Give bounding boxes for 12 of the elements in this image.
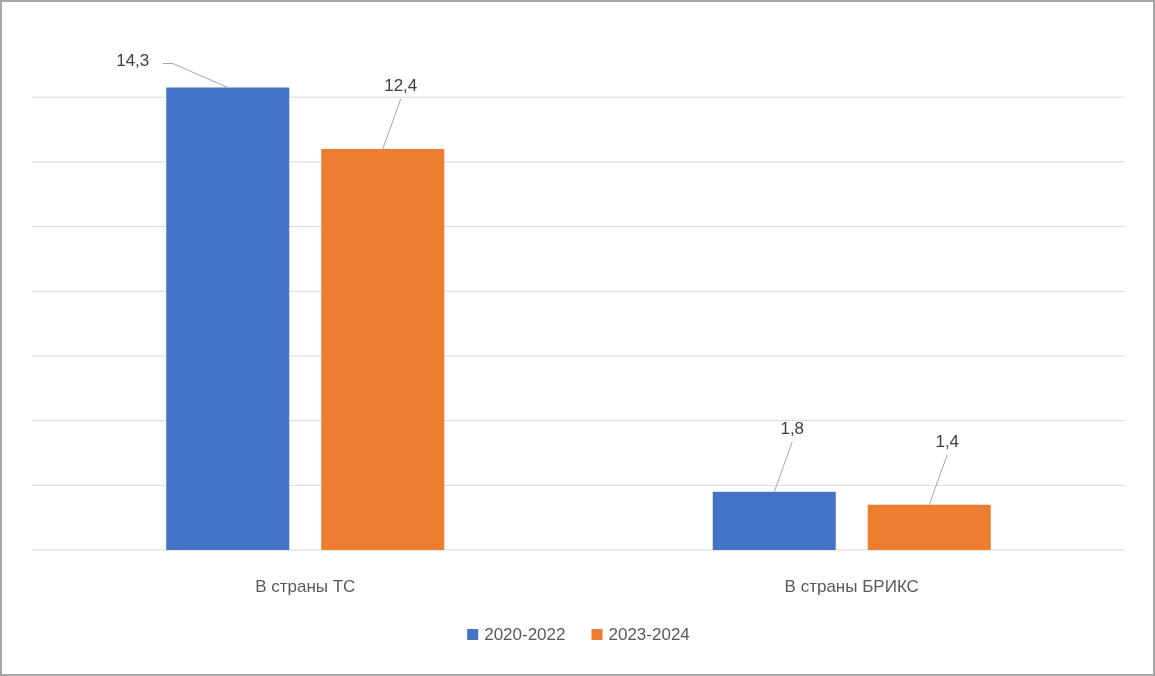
x-tick-label: В страны БРИКС	[784, 577, 919, 596]
legend-label: 2020-2022	[484, 625, 566, 644]
bar	[712, 491, 836, 550]
data-label: 1,8	[780, 418, 805, 438]
data-label: 1,4	[935, 431, 960, 451]
legend-label: 2023-2024	[608, 625, 690, 644]
data-label: 14,3	[116, 50, 150, 70]
x-tick-label: В страны ТС	[255, 577, 356, 596]
bar	[166, 87, 290, 550]
bar	[321, 148, 445, 550]
data-label: 12,4	[384, 75, 418, 95]
bar	[867, 504, 991, 550]
